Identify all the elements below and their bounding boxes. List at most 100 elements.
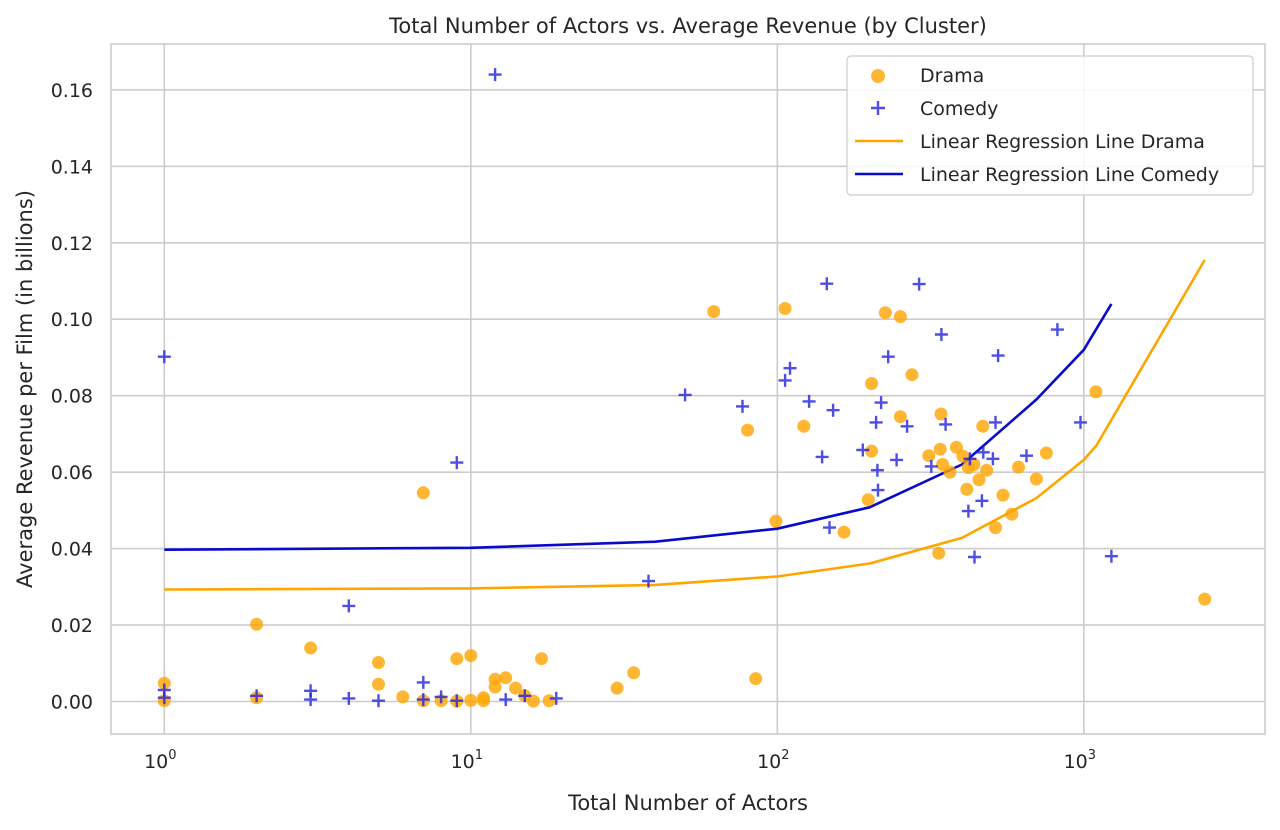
drama-point — [956, 449, 970, 463]
drama-point — [1089, 385, 1103, 399]
comedy-point — [900, 419, 914, 433]
comedy-point — [815, 450, 829, 464]
x-tick-base: 10 — [1064, 751, 1088, 773]
chart-title: Total Number of Actors vs. Average Reven… — [388, 14, 987, 38]
drama-point — [526, 694, 540, 708]
drama-point — [893, 310, 907, 324]
drama-point — [972, 473, 986, 487]
y-tick-label: 0.08 — [51, 386, 93, 408]
plot-frame — [110, 43, 1266, 735]
regression-line-drama — [164, 259, 1206, 591]
comedy-point — [961, 504, 975, 518]
comedy-point — [736, 399, 749, 413]
comedy-point — [986, 452, 1000, 466]
comedy-point — [678, 388, 692, 402]
x-tick-label: 102 — [757, 748, 789, 773]
comedy-point — [802, 394, 816, 408]
y-tick-label: 0.16 — [51, 80, 93, 102]
drama-point — [535, 652, 548, 666]
legend-drama-line-label: Linear Regression Line Drama — [920, 131, 1205, 153]
drama-point — [250, 617, 264, 631]
comedy-point — [488, 68, 502, 82]
drama-point — [989, 521, 1002, 535]
comedy-point — [871, 483, 885, 497]
comedy-point — [157, 350, 171, 364]
drama-point — [477, 694, 490, 708]
y-tick-label: 0.02 — [51, 615, 93, 637]
comedy-point — [342, 691, 356, 705]
y-tick-label: 0.10 — [51, 309, 93, 331]
comedy-point — [783, 361, 797, 375]
comedy-point — [1050, 323, 1064, 337]
drama-point — [905, 368, 919, 382]
comedy-point — [450, 694, 464, 708]
comedy-point — [989, 415, 1002, 429]
legend-drama-marker — [871, 69, 885, 83]
drama-point — [1198, 592, 1212, 606]
y-tick-label: 0.12 — [51, 233, 93, 255]
drama-point — [509, 681, 523, 695]
drama-point — [837, 525, 851, 539]
legend-comedy-label: Comedy — [920, 98, 998, 120]
comedy-point — [518, 689, 532, 703]
comedy-point — [881, 350, 895, 364]
drama-point — [922, 449, 936, 463]
comedy-point — [434, 690, 448, 704]
drama-point — [749, 672, 763, 686]
drama-point — [878, 306, 892, 320]
comedy-point — [823, 521, 836, 535]
comedy-point — [912, 277, 926, 291]
x-tick-exponent: 3 — [1088, 748, 1096, 763]
drama-point — [797, 419, 811, 433]
comedy-point — [642, 574, 655, 588]
drama-point — [610, 681, 624, 695]
legend-drama-label: Drama — [920, 65, 984, 87]
drama-point — [934, 407, 948, 421]
drama-point — [372, 677, 385, 691]
drama-point — [865, 444, 879, 458]
drama-point — [416, 486, 430, 500]
drama-point — [980, 463, 994, 477]
drama-point — [933, 442, 947, 456]
y-tick-label: 0.00 — [51, 692, 93, 714]
drama-point — [976, 419, 990, 433]
comedy-point — [499, 693, 513, 707]
comedy-point — [342, 599, 356, 613]
comedy-point — [820, 277, 834, 291]
drama-point — [861, 493, 875, 507]
regression-lines — [164, 259, 1206, 591]
x-tick-base: 10 — [757, 751, 781, 773]
drama-point — [464, 649, 478, 663]
comedy-point — [991, 349, 1005, 363]
comedy-point — [939, 417, 953, 431]
comedy-point — [416, 693, 430, 707]
legend: Drama Comedy Linear Regression Line Dram… — [846, 55, 1254, 196]
data-points — [157, 68, 1212, 708]
x-axis-label: Total Number of Actors — [567, 791, 808, 815]
x-tick-exponent: 2 — [781, 748, 789, 763]
comedy-point — [975, 494, 989, 508]
comedy-point — [890, 453, 904, 467]
drama-point — [542, 694, 556, 708]
drama-point — [1039, 446, 1053, 460]
comedy-point — [869, 415, 883, 429]
y-tick-label: 0.04 — [51, 539, 93, 561]
comedy-point — [874, 396, 888, 410]
comedy-point — [549, 691, 563, 705]
comedy-point — [416, 675, 430, 689]
comedy-point — [1104, 549, 1118, 563]
drama-point — [741, 423, 755, 437]
comedy-point — [450, 456, 464, 470]
drama-point — [865, 377, 879, 390]
drama-point — [1012, 460, 1025, 474]
legend-box — [846, 55, 1254, 196]
x-tick-exponent: 1 — [475, 748, 483, 763]
comedy-point — [976, 445, 990, 459]
legend-comedy-line-label: Linear Regression Line Comedy — [920, 164, 1219, 186]
drama-point — [769, 514, 783, 528]
comedy-point — [963, 452, 977, 466]
comedy-point — [250, 689, 264, 703]
comedy-point — [304, 693, 318, 707]
